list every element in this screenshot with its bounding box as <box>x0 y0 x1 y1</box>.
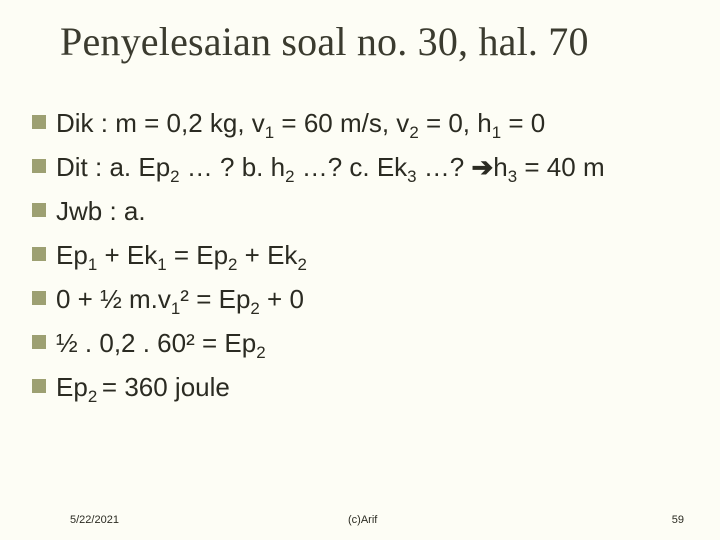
bullet-line: Ep2 = 360 joule <box>32 369 690 405</box>
footer-author: (c)Arif <box>348 514 377 526</box>
bullet-line: Dik : m = 0,2 kg, v1 = 60 m/s, v2 = 0, h… <box>32 105 690 141</box>
bullet-icon <box>32 379 46 393</box>
bullet-icon <box>32 247 46 261</box>
line-text: Ep1 + Ek1 = Ep2 + Ek2 <box>56 237 307 273</box>
line-text: Jwb : a. <box>56 193 146 229</box>
line-text: Dik : m = 0,2 kg, v1 = 60 m/s, v2 = 0, h… <box>56 105 545 141</box>
bullet-line: Jwb : a. <box>32 193 690 229</box>
bullet-line: Dit : a. Ep2 … ? b. h2 …? c. Ek3 …? ➔h3 … <box>32 149 690 185</box>
content-area: Dik : m = 0,2 kg, v1 = 60 m/s, v2 = 0, h… <box>32 105 690 413</box>
slide-title: Penyelesaian soal no. 30, hal. 70 <box>60 18 589 65</box>
line-text: 0 + ½ m.v1² = Ep2 + 0 <box>56 281 304 317</box>
bullet-line: Ep1 + Ek1 = Ep2 + Ek2 <box>32 237 690 273</box>
bullet-icon <box>32 115 46 129</box>
footer-date: 5/22/2021 <box>70 514 119 526</box>
line-text: Dit : a. Ep2 … ? b. h2 …? c. Ek3 …? ➔h3 … <box>56 149 605 185</box>
footer-page-number: 59 <box>672 514 684 526</box>
bullet-line: ½ . 0,2 . 60² = Ep2 <box>32 325 690 361</box>
bullet-line: 0 + ½ m.v1² = Ep2 + 0 <box>32 281 690 317</box>
bullet-icon <box>32 335 46 349</box>
line-text: Ep2 = 360 joule <box>56 369 230 405</box>
bullet-icon <box>32 159 46 173</box>
line-text: ½ . 0,2 . 60² = Ep2 <box>56 325 266 361</box>
bullet-icon <box>32 291 46 305</box>
bullet-icon <box>32 203 46 217</box>
